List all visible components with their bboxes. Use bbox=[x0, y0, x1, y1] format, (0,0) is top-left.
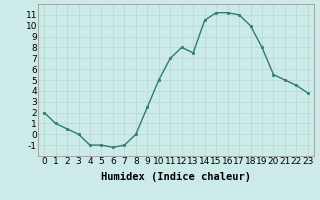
X-axis label: Humidex (Indice chaleur): Humidex (Indice chaleur) bbox=[101, 172, 251, 182]
